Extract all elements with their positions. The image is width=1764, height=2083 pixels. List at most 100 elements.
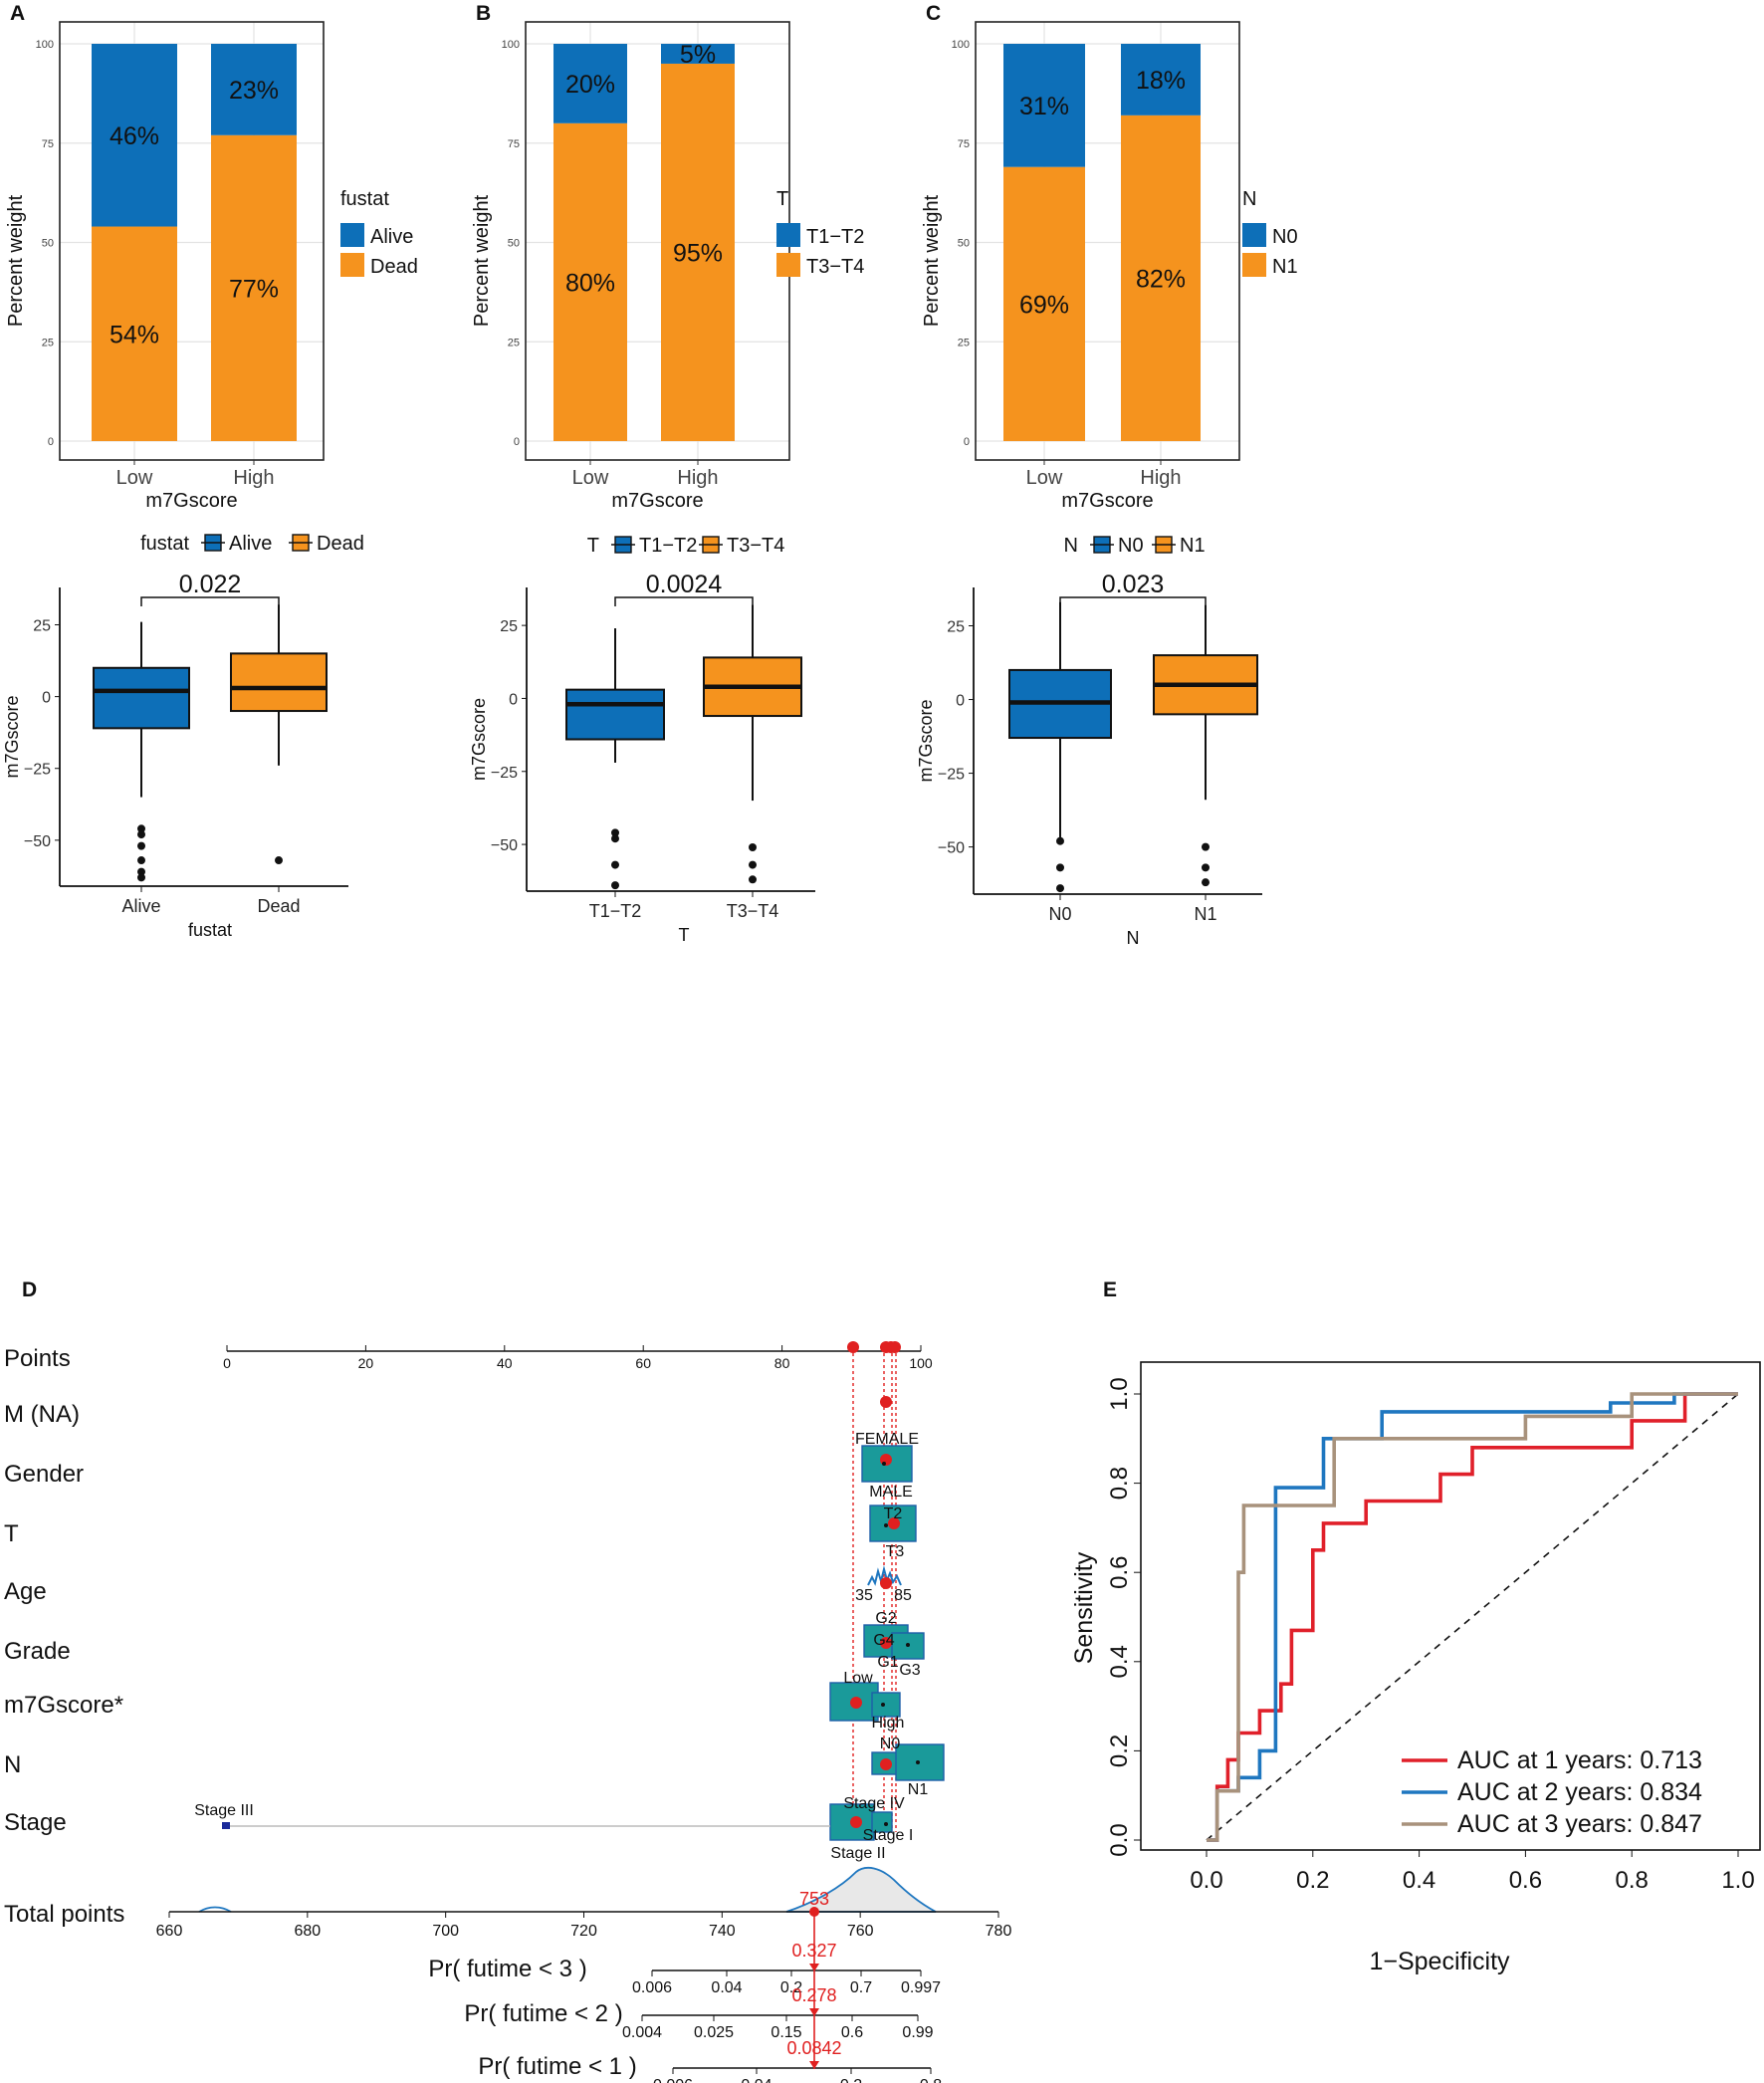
legend-swatch <box>1242 223 1266 247</box>
legend-swatch <box>776 223 800 247</box>
panel-letter: A <box>10 2 25 25</box>
total-marker <box>809 1907 819 1917</box>
y-axis-title: m7Gscore <box>2 695 22 778</box>
data-label: 20% <box>565 71 615 99</box>
total-density <box>785 1866 937 1913</box>
probability-tick-label: 0.6 <box>841 2024 863 2041</box>
bar-N0 <box>1121 44 1201 116</box>
probability-tick-label: 0.2 <box>840 2077 862 2083</box>
data-label: 31% <box>1019 93 1069 120</box>
legend-label: AUC at 3 years: 0.847 <box>1457 1810 1702 1838</box>
x-tick-label: T1−T2 <box>589 901 642 921</box>
outlier-point <box>611 828 619 837</box>
stage-iii-marker <box>222 1822 230 1829</box>
y-tick-label: 75 <box>508 138 520 150</box>
legend-swatch <box>340 253 364 277</box>
x-tick-label: N0 <box>1048 904 1071 924</box>
outlier-point <box>749 843 757 852</box>
probability-tick-label: 0.997 <box>901 1979 941 1996</box>
data-label: 23% <box>229 77 279 105</box>
p-value-label: 0.0024 <box>646 571 723 598</box>
x-tick-label: High <box>677 467 718 489</box>
box-T1−T2 <box>565 688 665 741</box>
points-tick-label: 20 <box>358 1355 374 1371</box>
y-tick-label: 50 <box>508 238 520 250</box>
x-axis-title: m7Gscore <box>1061 490 1153 512</box>
total-tick-label: 700 <box>432 1923 459 1940</box>
y-axis-title: m7Gscore <box>916 699 936 782</box>
outlier-point <box>1202 878 1210 887</box>
outlier-point <box>749 875 757 884</box>
probability-axis-label: Pr( futime < 3 ) <box>428 1956 586 1982</box>
selected-value-marker <box>888 1517 900 1529</box>
bar-N0 <box>1003 44 1085 167</box>
nomogram-level-label: Low <box>843 1670 873 1687</box>
x-tick-label: 1.0 <box>1721 1867 1754 1894</box>
y-tick-label: 0 <box>48 436 54 448</box>
significance-bracket <box>1059 596 1207 606</box>
legend-label: AUC at 1 years: 0.713 <box>1457 1746 1702 1774</box>
y-axis-title: Percent weight <box>5 194 27 327</box>
nomogram-level-label: G1 <box>877 1654 898 1671</box>
y-tick-label: 25 <box>958 337 970 348</box>
significance-bracket <box>614 596 754 606</box>
bar-T1−T2 <box>553 44 627 123</box>
significance-bracket <box>140 596 280 606</box>
x-tick-label: T3−T4 <box>727 901 779 921</box>
selected-value-marker <box>880 1758 892 1770</box>
bar-Alive <box>92 44 177 227</box>
y-tick-label: 25 <box>500 618 518 635</box>
nomogram-level-label: 35 <box>855 1587 873 1604</box>
y-tick-label: 0 <box>42 690 51 707</box>
distribution-box <box>871 1811 893 1833</box>
y-tick-label: −25 <box>938 767 965 784</box>
y-tick-label: 25 <box>508 337 520 348</box>
roc-panel: E 0.0 0.0 0.2 0.2 0.4 0.4 0.6 0.6 0.8 0.8 1.0 1.0 1−S… <box>1070 1278 1761 1975</box>
y-tick-label: 0 <box>514 436 520 448</box>
total-tick-label: 680 <box>294 1923 321 1940</box>
y-tick-label: −25 <box>24 762 51 779</box>
boxplot-panels: 25 0 −25 −50 m7Gscore Alive Dead fustat 0.022 fus… <box>2 533 1262 948</box>
total-tick-label: 720 <box>570 1923 597 1940</box>
nomogram-level-label: 85 <box>894 1587 912 1604</box>
legend-label: Alive <box>370 226 413 248</box>
probability-axis-label: Pr( futime < 2 ) <box>464 2000 622 2027</box>
y-tick-label: 0.0 <box>1106 1823 1133 1856</box>
legend-swatch <box>1242 253 1266 277</box>
x-tick-label: Low <box>116 467 153 489</box>
nomogram-row-label: Age <box>4 1578 47 1605</box>
nomogram-level-label: High <box>872 1715 905 1732</box>
data-label: 95% <box>673 239 723 267</box>
points-tick-label: 40 <box>497 1355 513 1371</box>
bar-N1 <box>1121 115 1201 441</box>
total-tick-label: 660 <box>156 1923 183 1940</box>
mean-dot <box>906 1643 910 1647</box>
outlier-point <box>1202 863 1210 872</box>
roc-frame <box>1140 1361 1761 1851</box>
x-tick-label: 0.6 <box>1509 1867 1542 1894</box>
points-tick-label: 0 <box>223 1355 231 1371</box>
probability-tick-label: 0.04 <box>711 1979 742 1996</box>
outlier-point <box>749 860 757 869</box>
nomogram-level-label: Stage II <box>830 1845 885 1862</box>
y-tick-label: 0 <box>964 436 970 448</box>
data-label: 54% <box>110 321 159 348</box>
box-Dead <box>230 652 328 713</box>
legend-swatch <box>776 253 800 277</box>
y-tick-label: 100 <box>36 39 54 51</box>
total-value: 753 <box>799 1889 829 1909</box>
nomogram-level-label: Stage III <box>194 1802 254 1819</box>
mean-dot <box>882 1462 886 1466</box>
probability-tick-label: 0.025 <box>694 2024 734 2041</box>
outlier-point <box>1056 836 1064 845</box>
nomogram-row-label: T <box>4 1520 19 1547</box>
x-tick-label: Dead <box>257 896 300 916</box>
y-tick-label: 0.8 <box>1106 1467 1133 1500</box>
x-axis-title: N <box>1127 928 1140 948</box>
probability-axis-label: Pr( futime < 1 ) <box>478 2053 636 2080</box>
selected-value-marker <box>880 1577 892 1589</box>
outlier-point <box>137 867 145 876</box>
probability-tick-label: 0.7 <box>850 1979 872 1996</box>
